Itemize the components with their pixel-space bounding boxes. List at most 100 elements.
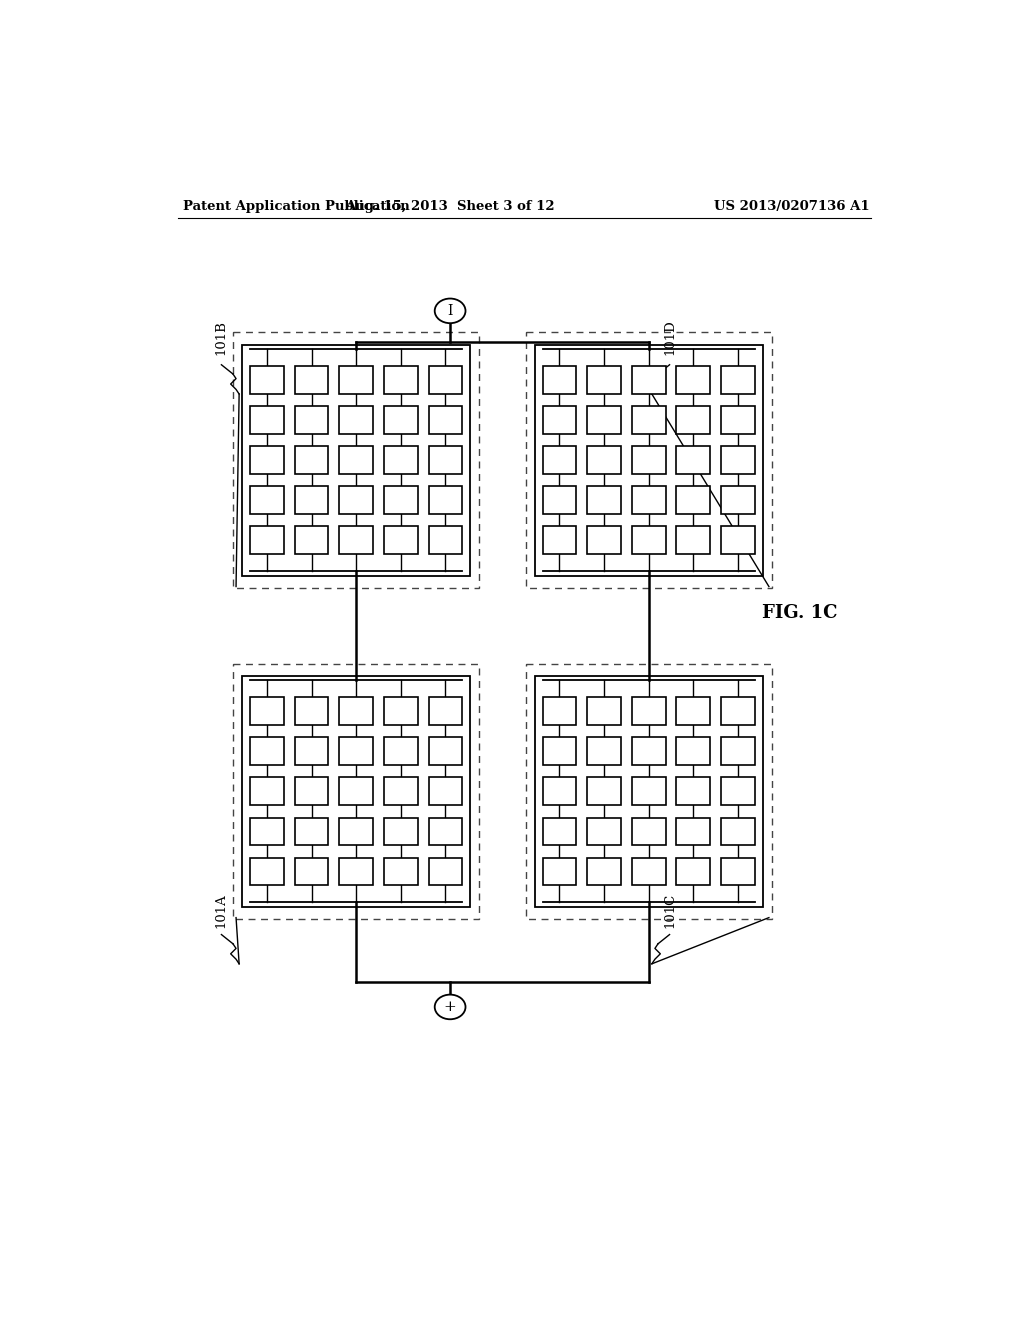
Bar	[632, 817, 666, 845]
Bar	[632, 858, 666, 886]
Bar	[339, 527, 373, 554]
Bar	[677, 858, 711, 886]
Text: US 2013/0207136 A1: US 2013/0207136 A1	[714, 199, 869, 213]
Bar	[339, 367, 373, 395]
Bar	[339, 697, 373, 725]
Bar	[632, 367, 666, 395]
Bar	[384, 817, 418, 845]
Bar	[721, 487, 755, 515]
Bar	[587, 697, 621, 725]
Bar	[250, 527, 284, 554]
Ellipse shape	[435, 995, 466, 1019]
Bar	[543, 777, 577, 805]
Bar	[721, 527, 755, 554]
Bar	[543, 858, 577, 886]
Bar	[721, 738, 755, 766]
Bar	[384, 487, 418, 515]
Text: 101A: 101A	[215, 894, 228, 928]
Bar	[721, 777, 755, 805]
Bar	[295, 446, 329, 474]
Bar	[250, 697, 284, 725]
Bar	[543, 738, 577, 766]
Bar	[429, 858, 463, 886]
Bar	[250, 367, 284, 395]
Bar	[339, 446, 373, 474]
Bar	[250, 777, 284, 805]
Bar	[384, 858, 418, 886]
Bar	[587, 527, 621, 554]
Bar	[295, 817, 329, 845]
Bar	[295, 527, 329, 554]
Bar	[250, 407, 284, 434]
Bar	[295, 697, 329, 725]
Bar	[339, 777, 373, 805]
Bar	[384, 527, 418, 554]
Bar	[250, 858, 284, 886]
Bar	[721, 697, 755, 725]
Bar	[721, 858, 755, 886]
Bar	[677, 697, 711, 725]
Bar	[525, 664, 772, 919]
Text: Patent Application Publication: Patent Application Publication	[183, 199, 410, 213]
Bar	[587, 487, 621, 515]
Bar	[535, 345, 763, 576]
Bar	[429, 487, 463, 515]
Text: I: I	[447, 304, 453, 318]
Bar	[543, 446, 577, 474]
Bar	[543, 487, 577, 515]
Bar	[587, 367, 621, 395]
Bar	[243, 345, 470, 576]
Bar	[295, 738, 329, 766]
Bar	[429, 697, 463, 725]
Bar	[429, 527, 463, 554]
Bar	[587, 446, 621, 474]
Bar	[543, 407, 577, 434]
Text: 101B: 101B	[215, 319, 228, 355]
Bar	[721, 446, 755, 474]
Bar	[339, 407, 373, 434]
Bar	[250, 446, 284, 474]
Bar	[429, 367, 463, 395]
Bar	[339, 487, 373, 515]
Bar	[429, 777, 463, 805]
Bar	[250, 738, 284, 766]
Bar	[339, 738, 373, 766]
Bar	[429, 817, 463, 845]
Bar	[677, 487, 711, 515]
Bar	[429, 446, 463, 474]
Bar	[677, 738, 711, 766]
Bar	[721, 367, 755, 395]
Text: Aug. 15, 2013  Sheet 3 of 12: Aug. 15, 2013 Sheet 3 of 12	[345, 199, 555, 213]
Ellipse shape	[435, 298, 466, 323]
Bar	[384, 407, 418, 434]
Bar	[295, 487, 329, 515]
Bar	[632, 487, 666, 515]
Bar	[543, 527, 577, 554]
Bar	[543, 367, 577, 395]
Bar	[295, 407, 329, 434]
Bar	[587, 817, 621, 845]
Bar	[632, 777, 666, 805]
Bar	[384, 738, 418, 766]
Bar	[339, 858, 373, 886]
Bar	[587, 777, 621, 805]
Bar	[429, 407, 463, 434]
Text: 101D: 101D	[664, 319, 676, 355]
Bar	[525, 333, 772, 589]
Bar	[295, 367, 329, 395]
Text: 101C: 101C	[664, 894, 676, 928]
Bar	[384, 446, 418, 474]
Text: FIG. 1C: FIG. 1C	[762, 603, 838, 622]
Bar	[632, 446, 666, 474]
Bar	[677, 367, 711, 395]
Bar	[632, 527, 666, 554]
Bar	[632, 697, 666, 725]
Bar	[721, 407, 755, 434]
Bar	[543, 697, 577, 725]
Bar	[721, 817, 755, 845]
Bar	[250, 817, 284, 845]
Bar	[632, 407, 666, 434]
Bar	[677, 446, 711, 474]
Bar	[677, 407, 711, 434]
Bar	[677, 777, 711, 805]
